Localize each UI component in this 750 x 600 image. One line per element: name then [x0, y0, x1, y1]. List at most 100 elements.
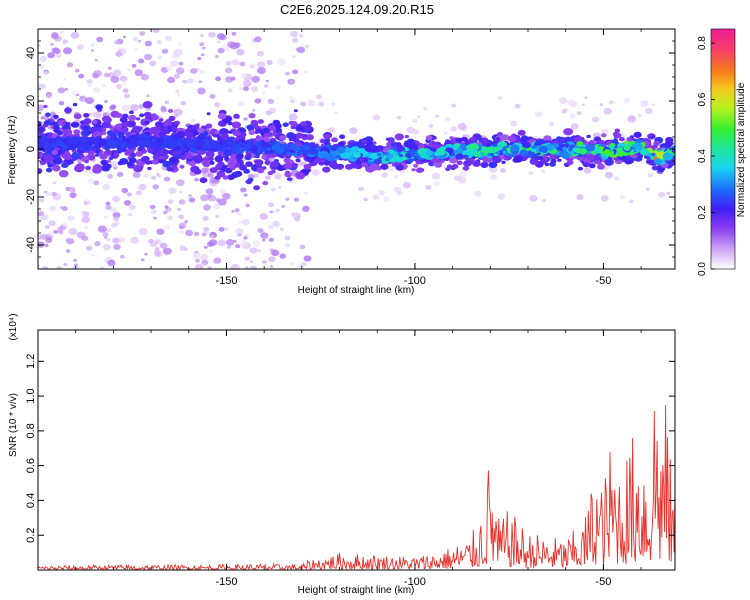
- spectrogram-cell: [282, 122, 289, 127]
- spectrogram-cell: [562, 108, 568, 113]
- spectrogram-cell: [224, 227, 229, 231]
- spectrogram-cell: [186, 139, 196, 147]
- spectrogram-cell: [331, 137, 338, 143]
- spectrogram-cell: [179, 230, 184, 234]
- spectrogram-cell: [52, 164, 61, 172]
- spectrogram-cell: [284, 235, 291, 241]
- spectrogram-cell: [79, 137, 88, 144]
- spectrogram-cell: [147, 166, 152, 171]
- spectrogram-cell: [138, 183, 147, 191]
- spectrogram-cell: [336, 146, 346, 154]
- spectrogram-cell: [228, 130, 233, 134]
- spectrogram-cell: [486, 152, 492, 157]
- spectrogram-cell: [133, 164, 143, 173]
- spectrogram-cell: [254, 98, 262, 104]
- spectrogram-cell: [190, 119, 195, 123]
- spectrogram-cell: [279, 227, 284, 231]
- spectrogram-cell: [324, 138, 331, 143]
- spectrogram-cell: [227, 162, 236, 169]
- spectrogram-cell: [279, 135, 287, 141]
- spectrogram-cell: [585, 144, 596, 152]
- spectrogram-y-ticks: 40 20 0 -20 -40: [25, 40, 675, 258]
- spectrogram-cell: [640, 100, 649, 107]
- spectrogram-cell: [647, 134, 652, 138]
- spectrogram-cell: [198, 80, 202, 83]
- spectrogram-cell: [665, 136, 674, 144]
- spectrogram-cell: [190, 68, 198, 74]
- spectrogram-cell: [217, 40, 221, 44]
- spectrogram-cell: [627, 115, 637, 123]
- spectrogram-cell: [599, 103, 604, 107]
- spectrogram-cell: [106, 228, 112, 233]
- spectrogram-cell: [267, 98, 274, 104]
- spectrogram-cell: [646, 152, 653, 157]
- spectrogram-cell: [256, 167, 265, 174]
- spectrogram-cell: [584, 96, 588, 99]
- spectrogram-cell: [90, 126, 100, 133]
- spectrogram-cell: [144, 120, 150, 125]
- spectrogram-cell: [472, 160, 481, 167]
- spectrogram-cell: [114, 40, 120, 45]
- spectrogram-cell: [176, 67, 185, 75]
- spectrogram-cell: [295, 47, 302, 52]
- spectrogram-cell: [514, 103, 521, 109]
- spectrogram-cell: [671, 149, 675, 153]
- spectrogram-cell: [68, 227, 78, 236]
- spectrogram-cell: [242, 218, 250, 226]
- spectrogram-cell: [136, 117, 141, 121]
- spectrogram-cell: [331, 102, 336, 107]
- spectrogram-cell: [53, 125, 60, 131]
- spectrogram-cell: [268, 224, 274, 230]
- spectrogram-cell: [290, 262, 295, 266]
- spectrogram-cell: [41, 214, 49, 221]
- colorbar-tick-label: 0.0: [697, 262, 708, 276]
- spectrogram-cell: [43, 143, 54, 151]
- spectrogram-cell: [609, 100, 614, 105]
- spectrogram-cell: [132, 36, 139, 42]
- snr-series-line: [38, 404, 675, 570]
- spectrogram-cell: [422, 106, 428, 111]
- spectrogram-cell: [157, 55, 163, 60]
- spectrogram-cell: [235, 244, 241, 249]
- spectrogram-cell: [71, 152, 81, 159]
- spectrogram-cell: [252, 240, 261, 248]
- snr-y-axis-label: SNR (10 * v/v): [8, 393, 19, 457]
- spectrogram-cell: [462, 165, 470, 171]
- spectrogram-cell: [493, 146, 499, 151]
- spectrogram-cell: [529, 195, 538, 202]
- spectrogram-cell: [436, 155, 441, 159]
- spectrogram-cell: [262, 260, 267, 264]
- spectrogram-cell: [235, 228, 244, 235]
- spectrogram-cell: [614, 128, 621, 133]
- spectrogram-cell: [569, 113, 576, 119]
- spectrogram-cell: [132, 171, 141, 178]
- spectrogram-cell: [382, 155, 387, 159]
- spectrogram-cell: [327, 127, 335, 133]
- spectrogram-cell: [609, 142, 616, 148]
- spectrogram-cell: [134, 47, 139, 51]
- spectrogram-cell: [239, 132, 247, 138]
- spectrogram-cell: [289, 99, 296, 104]
- spectrogram-cell: [244, 256, 250, 261]
- spectrogram-cell: [179, 190, 183, 194]
- spectrogram-cell: [85, 97, 94, 105]
- spectrogram-cell: [214, 175, 221, 180]
- spectrogram-cell: [65, 238, 71, 243]
- spectrogram-cell: [653, 140, 661, 146]
- spectrogram-cell: [199, 177, 208, 184]
- spectrogram-cell: [164, 205, 169, 209]
- spectrogram-cell: [430, 140, 436, 145]
- spectrogram-cell: [262, 238, 266, 242]
- spectrogram-cell: [92, 164, 103, 172]
- spectrogram-cell: [279, 253, 287, 259]
- spectrogram-cell: [173, 120, 180, 126]
- spectrogram-cell: [90, 49, 94, 52]
- spectrogram-cell: [64, 107, 72, 114]
- spectrogram-cell: [274, 173, 282, 180]
- spectrogram-cell: [60, 30, 64, 34]
- spectrogram-cell: [197, 127, 205, 134]
- spectrogram-cell: [513, 155, 523, 163]
- spectrogram-cell: [70, 121, 80, 128]
- spectrogram-cell: [171, 150, 179, 156]
- spectrogram-cell: [386, 164, 395, 172]
